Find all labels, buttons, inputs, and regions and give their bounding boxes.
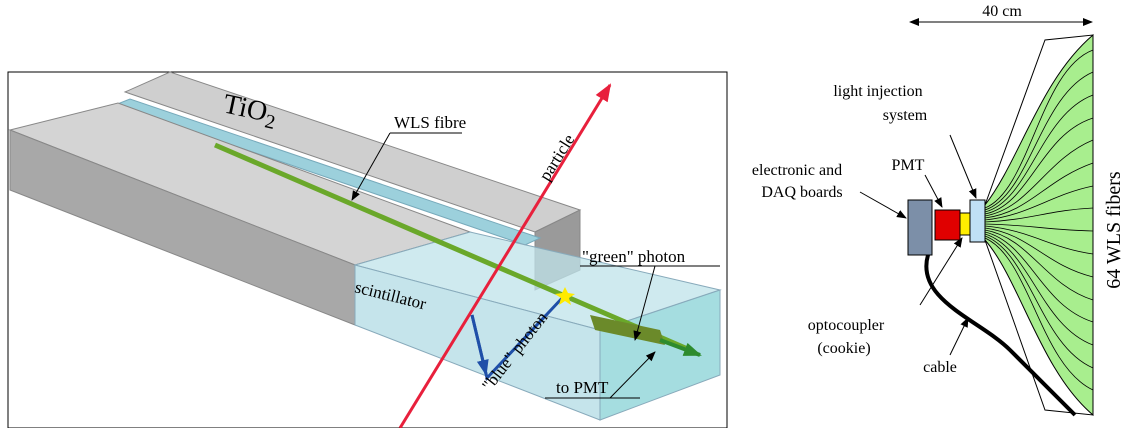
optocoupler-label-2: (cookie) xyxy=(817,340,870,357)
callout xyxy=(949,134,977,199)
cable xyxy=(924,254,1077,417)
green-photon-label: "green" photon xyxy=(582,247,686,266)
cookie-box xyxy=(959,212,971,236)
fan xyxy=(984,33,1094,417)
tio2-sub: 2 xyxy=(263,110,277,134)
groove xyxy=(113,98,542,246)
fibre-light xyxy=(590,315,665,345)
right-panel: 40 cm light injection system electronic … xyxy=(752,3,1125,417)
pmt-label: PMT xyxy=(892,157,925,174)
particle-track xyxy=(398,83,612,429)
to-pmt-label: to PMT xyxy=(556,378,609,397)
optocoupler-label-1: optocoupler xyxy=(808,317,885,334)
callout xyxy=(919,237,963,306)
injection-label-2: system xyxy=(883,107,928,124)
electronics-label-2: DAQ boards xyxy=(761,184,842,201)
injection-box xyxy=(969,199,986,243)
electronics-label-1: electronic and xyxy=(752,162,842,179)
cable-label: cable xyxy=(923,359,957,376)
left-panel: TiO2 WLS fibre particle "green" photon s… xyxy=(7,71,728,429)
wls-fibre-label: WLS fibre xyxy=(394,113,466,132)
star xyxy=(555,287,575,305)
width-label: 40 cm xyxy=(982,3,1022,20)
fibre xyxy=(214,142,691,353)
callout xyxy=(949,317,969,356)
blue-arrow xyxy=(470,314,489,376)
green-arrow xyxy=(659,338,702,357)
pmt-box xyxy=(934,209,961,241)
callout xyxy=(924,174,943,208)
fiber-lines xyxy=(984,49,1094,391)
injection-label-1: light injection xyxy=(833,83,922,100)
callout xyxy=(351,132,391,201)
daq-box xyxy=(907,199,933,256)
callout xyxy=(633,265,656,341)
callout xyxy=(609,351,656,399)
fibers-label: 64 WLS fibers xyxy=(1103,171,1125,289)
callout xyxy=(859,191,907,219)
